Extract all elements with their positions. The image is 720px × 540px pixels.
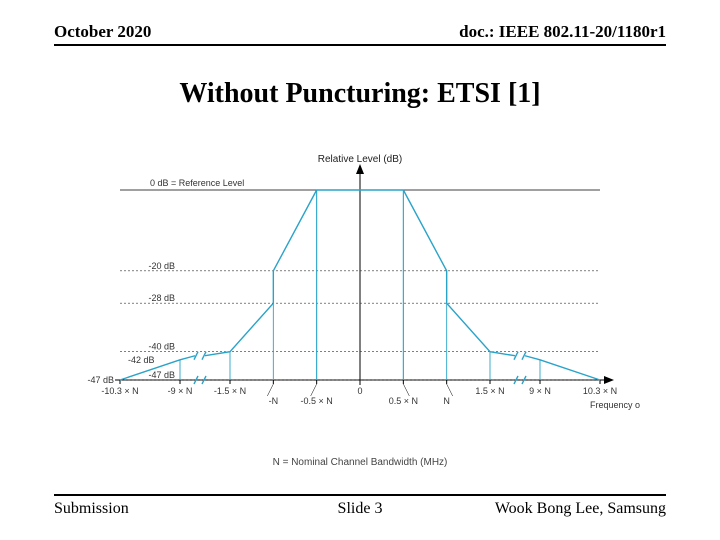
svg-text:-47 dB: -47 dB [87,375,114,385]
svg-text:-0.5 × N: -0.5 × N [301,396,333,406]
svg-text:9 × N: 9 × N [529,386,551,396]
chart-footnote: N = Nominal Channel Bandwidth (MHz) [0,457,720,468]
header-date: October 2020 [54,22,151,42]
svg-text:10.3 × N: 10.3 × N [583,386,617,396]
svg-text:-40 dB: -40 dB [148,342,175,352]
svg-text:0: 0 [357,386,362,396]
page-header: October 2020 doc.: IEEE 802.11-20/1180r1 [54,22,666,42]
svg-text:Frequency offset (MHz): Frequency offset (MHz) [590,400,640,410]
svg-text:1.5 × N: 1.5 × N [475,386,504,396]
svg-text:-N: -N [269,396,279,406]
svg-text:-47 dB: -47 dB [148,370,175,380]
svg-text:-42 dB: -42 dB [128,355,155,365]
svg-text:-9 × N: -9 × N [168,386,193,396]
svg-text:-1.5 × N: -1.5 × N [214,386,246,396]
svg-text:Relative Level (dB): Relative Level (dB) [318,154,402,165]
svg-text:0 dB = Reference Level: 0 dB = Reference Level [150,178,244,188]
svg-text:0.5 × N: 0.5 × N [389,396,418,406]
page-title: Without Puncturing: ETSI [1] [0,78,720,110]
svg-text:-20 dB: -20 dB [148,261,175,271]
chart-svg: Relative Level (dB) Frequency offset (MHz… [80,140,640,440]
header-doc-id: doc.: IEEE 802.11-20/1180r1 [459,22,666,42]
spectral-mask-chart: Relative Level (dB) Frequency offset (MHz… [80,140,640,440]
svg-text:N: N [443,396,450,406]
svg-text:-10.3 × N: -10.3 × N [101,386,138,396]
svg-text:-28 dB: -28 dB [148,293,175,303]
footer-center: Slide 3 [0,500,720,518]
header-rule [54,44,666,46]
footer-rule [54,494,666,496]
